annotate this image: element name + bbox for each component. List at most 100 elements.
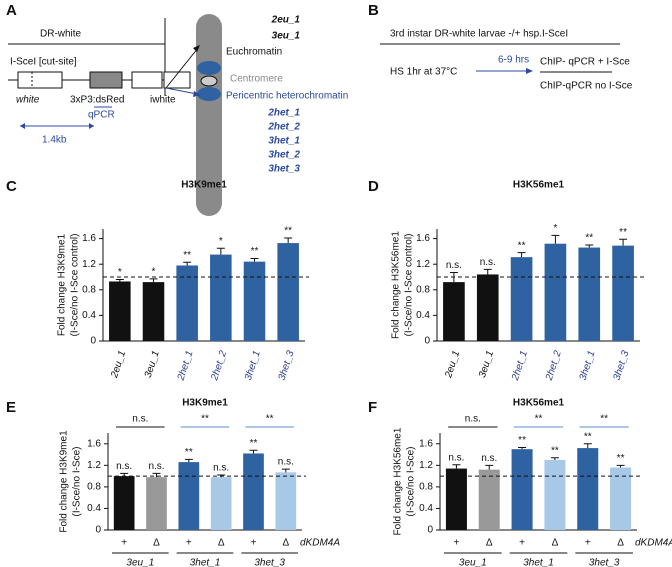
error-bar — [483, 268, 492, 275]
bar — [578, 247, 601, 341]
bar — [610, 467, 632, 530]
group-label: 3het_3 — [254, 558, 285, 567]
y-tick-label: 1.2 — [419, 460, 433, 471]
error-bar — [517, 252, 526, 258]
significance: n.s. — [278, 457, 294, 468]
significance: n.s. — [116, 461, 132, 472]
eu-site: 2eu_1 — [271, 15, 301, 26]
error-bar — [115, 279, 124, 282]
protocol-title: 3rd instar DR-white larvae -/+ hsp.I-Sce… — [390, 29, 568, 40]
chart-title: H3K9me1 — [181, 180, 227, 191]
bar — [277, 243, 299, 341]
y-tick-label: 0 — [90, 336, 96, 347]
bar — [243, 261, 266, 341]
significance: ** — [584, 431, 592, 442]
comparison-label: ** — [600, 414, 608, 425]
bar — [146, 477, 167, 530]
x-tick-label: + — [585, 538, 591, 549]
eu-site: 3eu_1 — [272, 31, 301, 42]
comparison-label: ** — [201, 414, 209, 425]
significance: n.s. — [148, 461, 164, 472]
significance: ** — [619, 227, 627, 238]
y-axis-label: (I-Sce/no I-Sce control) — [404, 234, 415, 337]
y-tick-label: 0 — [424, 336, 430, 347]
significance: ** — [185, 447, 193, 458]
group-label: 3het_1 — [190, 558, 221, 567]
y-tick-label: 0.8 — [419, 482, 433, 493]
distance: 1.4kb — [42, 135, 67, 146]
bar — [478, 469, 500, 530]
x-tick-label: + — [519, 538, 525, 549]
bar — [577, 448, 599, 530]
x-tick-label: Δ — [617, 538, 624, 549]
significance: ** — [585, 233, 593, 244]
comparison-label: n.s. — [132, 414, 148, 425]
x-tick-label: + — [453, 538, 459, 549]
chart-title: H3K9me1 — [182, 398, 228, 409]
region: Euchromatin — [226, 47, 282, 58]
treatment: HS 1hr at 37°C — [390, 67, 457, 78]
chart-title: H3K56me1 — [513, 398, 565, 409]
bar — [510, 257, 533, 341]
ratio-numerator: ChIP- qPCR + I-Sce — [540, 57, 630, 68]
y-tick-label: 1.2 — [416, 259, 430, 270]
error-bar — [281, 468, 290, 473]
x-tick-label: 3het_3 — [277, 349, 297, 382]
significance: ** — [250, 438, 258, 449]
x-tick-label: + — [251, 538, 257, 549]
y-tick-label: 1.6 — [82, 233, 96, 244]
error-bar — [550, 457, 559, 460]
bar — [210, 477, 232, 530]
arrow — [165, 87, 198, 95]
significance: * — [118, 267, 122, 278]
group-label: 3eu_1 — [126, 558, 154, 567]
error-bar — [249, 449, 258, 454]
primer: qPCR — [88, 110, 115, 121]
chart-title: H3K56me1 — [513, 180, 565, 191]
y-axis-label: Fold change H3K56me1 — [393, 427, 404, 535]
bar — [113, 476, 135, 530]
bar — [178, 462, 200, 530]
y-tick-label: 0.4 — [82, 310, 96, 321]
significance: ** — [284, 226, 292, 237]
ratio-denominator: ChIP-qPCR no I-Sce — [540, 81, 633, 92]
arrowhead — [193, 91, 201, 97]
error-bar — [284, 237, 293, 244]
group-annotation: dKDM4A — [300, 538, 340, 549]
error-bar — [485, 464, 494, 470]
diagram-b: 3rd instar DR-white larvae -/+ hsp.I-Sce… — [380, 29, 633, 92]
group-label: 3eu_1 — [459, 558, 487, 567]
bar — [476, 274, 499, 341]
error-bar — [250, 257, 259, 262]
y-axis-label: Fold change H3K9me1 — [59, 430, 70, 533]
significance: n.s. — [448, 452, 464, 463]
error-bar — [216, 247, 225, 255]
error-bar — [583, 443, 592, 449]
y-axis-label: Fold change H3K56me1 — [391, 231, 402, 339]
significance: n.s. — [481, 453, 497, 464]
x-tick-label: 2eu_1 — [443, 349, 462, 380]
significance: ** — [183, 250, 191, 261]
error-bar — [585, 244, 594, 248]
het-site: 3het_3 — [268, 164, 300, 175]
centromere — [200, 75, 218, 87]
iwhite-box — [131, 71, 163, 89]
significance: ** — [617, 453, 625, 464]
element-label: iwhite — [150, 95, 176, 106]
group-label: 3het_1 — [523, 558, 554, 567]
significance: n.s. — [446, 260, 462, 271]
x-tick-label: Δ — [218, 538, 225, 549]
x-tick-label: Δ — [486, 538, 493, 549]
bar — [210, 254, 232, 341]
x-tick-label: 3eu_1 — [143, 349, 162, 379]
y-axis-label: (I-Sce/no I-Sce control) — [70, 234, 81, 337]
x-tick-label: 3eu_1 — [477, 349, 496, 379]
y-axis-label: (I-Sce/no I-Sce) — [72, 446, 83, 516]
construct-title: DR-white — [40, 29, 82, 40]
error-bar — [619, 238, 628, 246]
y-axis-label: (I-Sce/no I-Sce) — [406, 446, 417, 516]
element-label: 3xP3:dsRed — [70, 95, 124, 106]
bar — [612, 245, 634, 341]
y-tick-label: 0.8 — [416, 284, 430, 295]
